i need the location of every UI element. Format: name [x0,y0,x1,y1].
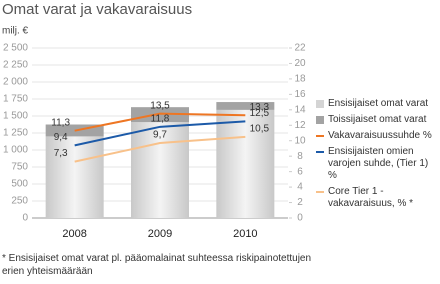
footnote: * Ensisijaiset omat varat pl. pääomalain… [2,253,312,277]
legend-label: Core Tier 1 -vakavaraisuus, % * [328,186,414,209]
x-tick-label: 2010 [233,228,257,240]
legend-item: Core Tier 1 -vakavaraisuus, % * [316,186,438,210]
y-tick-label: 2 000 [3,77,28,88]
y-tick-label: 0 [22,213,28,224]
bar [131,122,189,218]
y-tick-label: 250 [11,196,28,207]
x-tick-label: 2009 [148,228,172,240]
value-label: 7,3 [54,148,68,159]
line [74,120,246,147]
y-tick-label: 2 500 [3,43,28,54]
legend-label: Ensisijaisten omien varojen suhde, (Tier… [328,146,429,181]
y2-tick-label: 4 [297,182,303,193]
y2-tick-label: 8 [297,151,303,162]
y2-tick-label: 6 [297,166,303,177]
legend-item: Ensisijaisten omien varojen suhde, (Tier… [316,146,438,182]
legend-label: Toissijaiset omat varat [328,114,427,125]
legend-swatch [316,100,324,108]
legend-label: Vakavaraisuussuhde % [328,130,432,141]
bar [216,109,275,218]
y2-tick-label: 0 [297,213,303,224]
legend-swatch [316,116,324,124]
line [74,135,246,163]
bar [216,102,275,110]
legend-item: Vakavaraisuussuhde % [316,130,438,142]
legend-swatch [316,191,324,193]
y2-tick-label: 2 [297,197,303,208]
y2-tick-label: 20 [294,58,306,69]
y2-tick-label: 14 [294,104,306,115]
y2-tick-label: 10 [294,135,306,146]
y2-tick-label: 16 [294,89,306,100]
legend-item: Ensisijaiset omat varat [316,98,438,110]
y-tick-label: 1 500 [3,111,28,122]
y2-tick-label: 18 [294,74,306,85]
y-axis-label: milj. € [2,26,29,37]
value-label: 10,5 [250,124,270,135]
value-label: 13,3 [250,102,270,113]
y2-tick-label: 22 [294,43,306,54]
legend-item: Toissijaiset omat varat [316,114,438,126]
value-label: 12,5 [250,108,270,119]
x-tick-label: 2008 [62,228,86,240]
y-tick-label: 1 250 [3,128,28,139]
legend-swatch [316,151,324,153]
value-label: 9,7 [153,130,167,141]
value-label: 11,8 [151,113,170,124]
y-tick-label: 2 250 [3,60,28,71]
y2-tick-label: 12 [294,120,306,131]
line [74,112,246,132]
value-label: 9,4 [54,132,68,143]
legend-swatch [316,135,324,137]
y-tick-label: 1 000 [3,145,28,156]
value-label: 11,3 [51,117,70,128]
y-tick-label: 750 [11,162,28,173]
chart-title: Omat varat ja vakavaraisuus [2,1,192,18]
legend-label: Ensisijaiset omat varat [328,98,429,109]
value-label: 13,5 [150,100,170,111]
y-tick-label: 1 750 [3,94,28,105]
y-tick-label: 500 [11,179,28,190]
bar [45,136,104,218]
legend: Ensisijaiset omat varat Toissijaiset omat… [316,98,438,214]
